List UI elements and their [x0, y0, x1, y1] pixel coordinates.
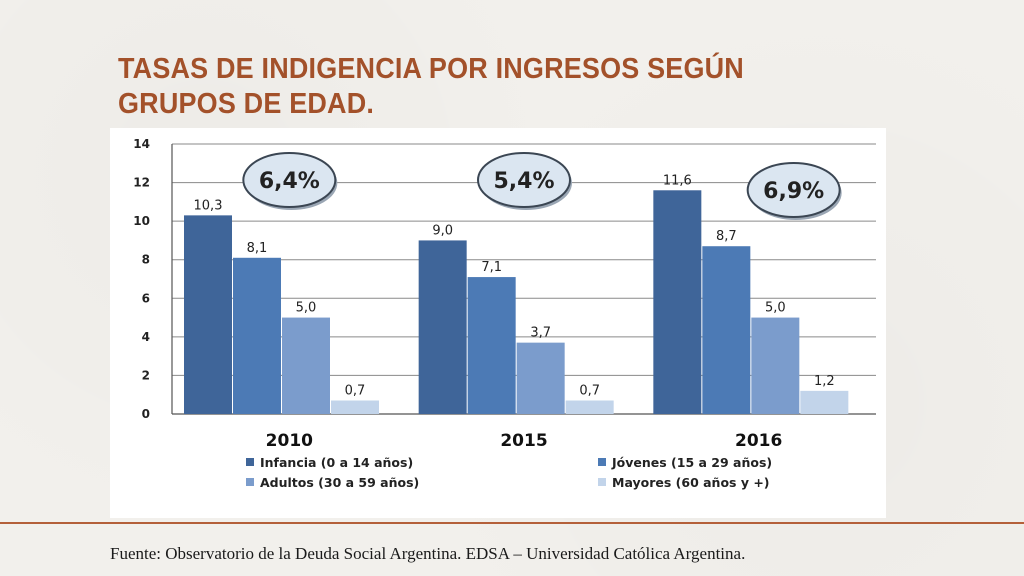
y-tick-label: 14: [133, 137, 150, 151]
y-tick-label: 10: [133, 214, 150, 228]
legend-label: Mayores (60 años y +): [612, 475, 770, 490]
bar: [467, 277, 516, 414]
bar-value-label: 1,2: [814, 374, 835, 389]
bar: [702, 246, 751, 414]
bar: [184, 215, 232, 414]
footer-divider: [0, 522, 1024, 524]
chart-panel: 0 2 4 6 8 10 12 14 10,3 8,1 5,0 0,7 2010 9,0 7,1 3,7 0,7…: [110, 128, 886, 518]
bar: [751, 317, 800, 414]
bar-value-label: 11,6: [663, 173, 692, 188]
annotation-text: 6,9%: [763, 179, 824, 204]
y-tick-label: 6: [142, 291, 150, 305]
bar-value-label: 10,3: [194, 198, 223, 213]
bar-value-label: 3,7: [530, 326, 551, 341]
y-tick-label: 4: [142, 330, 150, 344]
bar-value-label: 9,0: [432, 223, 453, 238]
bar-value-label: 8,7: [716, 229, 737, 244]
x-category-label: 2010: [266, 431, 313, 451]
legend-swatch: [246, 478, 254, 486]
annotation-bubble: [746, 162, 841, 218]
legend-swatch: [246, 458, 254, 466]
annotation-bubble: [242, 152, 337, 208]
legend-label: Jóvenes (15 a 29 años): [611, 455, 772, 470]
y-tick-label: 8: [142, 253, 150, 267]
legend-swatch: [598, 478, 606, 486]
x-category-label: 2015: [500, 431, 547, 451]
bar: [233, 257, 281, 414]
legend-label: Adultos (30 a 59 años): [260, 475, 419, 490]
bar: [331, 400, 379, 414]
annotation-text: 5,4%: [493, 169, 554, 194]
slide-title: TASAS DE INDIGENCIA POR INGRESOS SEGÚN G…: [118, 53, 744, 120]
bar: [516, 342, 565, 414]
bar: [653, 190, 702, 414]
y-tick-label: 12: [133, 176, 150, 190]
bar-value-label: 5,0: [765, 301, 786, 316]
legend-label: Infancia (0 a 14 años): [260, 455, 413, 470]
y-tick-label: 2: [142, 368, 150, 382]
bar-value-label: 8,1: [247, 241, 268, 256]
bar: [565, 400, 614, 414]
legend-swatch: [598, 458, 606, 466]
bar: [282, 317, 330, 414]
bar-value-label: 7,1: [481, 260, 502, 275]
source-note: Fuente: Observatorio de la Deuda Social …: [110, 544, 746, 563]
bar: [800, 390, 849, 414]
bar-value-label: 0,7: [579, 384, 600, 399]
x-category-label: 2016: [735, 431, 782, 451]
bar-value-label: 5,0: [296, 301, 317, 316]
bar: [418, 240, 467, 414]
bar-chart: 0 2 4 6 8 10 12 14 10,3 8,1 5,0 0,7 2010 9,0 7,1 3,7 0,7…: [133, 137, 876, 490]
bar-value-label: 0,7: [345, 384, 366, 399]
annotation-text: 6,4%: [259, 169, 320, 194]
annotation-bubble: [477, 152, 571, 208]
y-tick-label: 0: [142, 407, 150, 421]
